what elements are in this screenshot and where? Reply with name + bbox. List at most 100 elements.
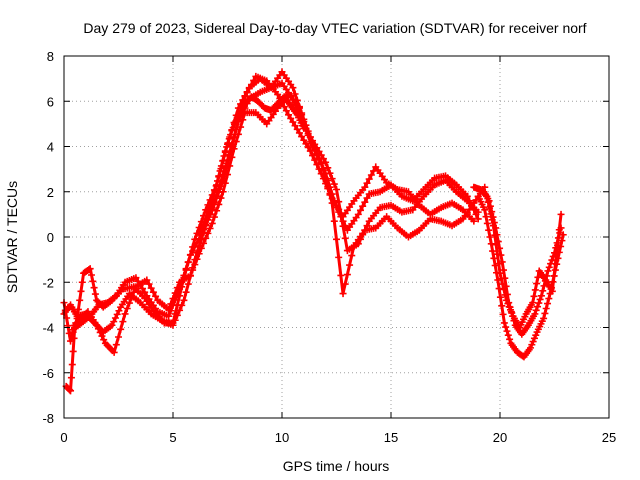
data-point-marker <box>326 169 334 177</box>
data-point-marker <box>367 171 375 179</box>
data-point-marker <box>356 206 364 214</box>
data-point-marker <box>317 158 325 166</box>
data-point-marker <box>319 175 327 183</box>
data-point-marker <box>230 120 238 128</box>
data-point-marker <box>98 332 106 340</box>
data-point-marker <box>324 185 332 193</box>
data-point-marker <box>215 172 223 180</box>
data-point-marker <box>555 226 563 234</box>
data-point-marker <box>111 314 119 322</box>
data-point-marker <box>221 147 229 155</box>
data-point-marker <box>206 224 214 232</box>
data-point-marker <box>197 244 205 252</box>
x-tick-label: 15 <box>384 430 398 445</box>
data-point-marker <box>204 229 212 237</box>
data-point-marker <box>293 125 301 133</box>
data-point-marker <box>486 233 494 241</box>
y-tick-label: 6 <box>47 94 54 109</box>
data-point-marker <box>500 319 508 327</box>
data-point-marker <box>130 288 138 296</box>
data-point-marker <box>117 325 125 333</box>
data-point-marker <box>108 321 116 329</box>
data-point-marker <box>531 310 539 318</box>
data-point-marker <box>540 282 548 290</box>
data-point-marker <box>499 266 507 274</box>
data-point-marker <box>210 213 218 221</box>
data-point-marker <box>186 251 194 259</box>
data-point-marker <box>186 271 194 279</box>
data-point-marker <box>287 114 295 122</box>
y-tick-label: 2 <box>47 185 54 200</box>
data-point-marker <box>171 296 179 304</box>
data-point-marker <box>91 290 99 298</box>
data-point-marker <box>239 116 247 124</box>
data-point-marker <box>550 272 558 280</box>
data-point-marker <box>169 301 177 309</box>
data-point-marker <box>503 296 511 304</box>
data-point-marker <box>322 180 330 188</box>
data-point-marker <box>134 277 142 285</box>
data-point-marker <box>96 328 104 336</box>
chart-title: Day 279 of 2023, Sidereal Day-to-day VTE… <box>83 20 586 36</box>
data-point-marker <box>123 304 131 312</box>
data-point-marker <box>501 291 509 299</box>
data-point-marker <box>544 267 552 275</box>
series-track-7 <box>470 183 565 331</box>
data-point-marker <box>289 84 297 92</box>
data-point-marker <box>491 231 499 239</box>
data-point-marker <box>280 103 288 111</box>
data-point-marker <box>502 323 510 331</box>
data-point-marker <box>193 255 201 263</box>
data-point-marker <box>313 161 321 169</box>
data-point-marker <box>226 151 234 159</box>
data-point-marker <box>545 263 553 271</box>
data-point-marker <box>311 146 319 154</box>
data-point-marker <box>490 254 498 262</box>
data-point-marker <box>309 142 317 150</box>
data-point-marker <box>220 152 228 160</box>
data-point-marker <box>370 167 378 175</box>
data-point-marker <box>533 303 541 311</box>
data-point-marker <box>339 222 347 230</box>
data-point-marker <box>282 107 290 115</box>
data-point-marker <box>363 194 371 202</box>
data-point-marker <box>535 299 543 307</box>
data-point-marker <box>199 221 207 229</box>
data-point-marker <box>228 127 236 135</box>
data-point-marker <box>115 333 122 341</box>
data-point-marker <box>552 257 560 265</box>
data-point-marker <box>306 138 314 146</box>
data-point-marker <box>315 165 323 173</box>
data-point-marker <box>339 290 347 298</box>
x-tick-label: 0 <box>60 430 67 445</box>
data-point-marker <box>113 310 121 318</box>
data-point-marker <box>200 239 208 247</box>
data-point-marker <box>304 131 312 139</box>
data-point-marker <box>110 348 118 356</box>
data-point-marker <box>173 311 181 319</box>
data-point-marker <box>495 260 503 268</box>
data-point-marker <box>298 133 306 141</box>
data-point-marker <box>191 261 199 269</box>
data-point-marker <box>311 156 319 164</box>
data-point-marker <box>138 285 146 293</box>
x-tick-label: 20 <box>493 430 507 445</box>
data-point-marker <box>204 208 212 216</box>
data-point-marker <box>207 200 215 208</box>
data-point-marker <box>68 361 76 369</box>
data-point-marker <box>119 318 127 326</box>
data-point-marker <box>482 213 490 221</box>
data-point-marker <box>173 290 181 298</box>
data-point-marker <box>227 131 235 139</box>
data-point-marker <box>208 197 216 205</box>
data-point-marker <box>300 124 308 132</box>
data-point-marker <box>76 296 84 304</box>
data-point-marker <box>354 210 362 218</box>
data-point-marker <box>145 280 153 288</box>
data-point-marker <box>178 278 186 286</box>
data-point-marker <box>544 300 552 308</box>
series-track-3 <box>62 90 489 395</box>
y-tick-label: 0 <box>47 230 54 245</box>
data-point-marker <box>324 164 332 172</box>
data-point-marker <box>196 228 204 236</box>
